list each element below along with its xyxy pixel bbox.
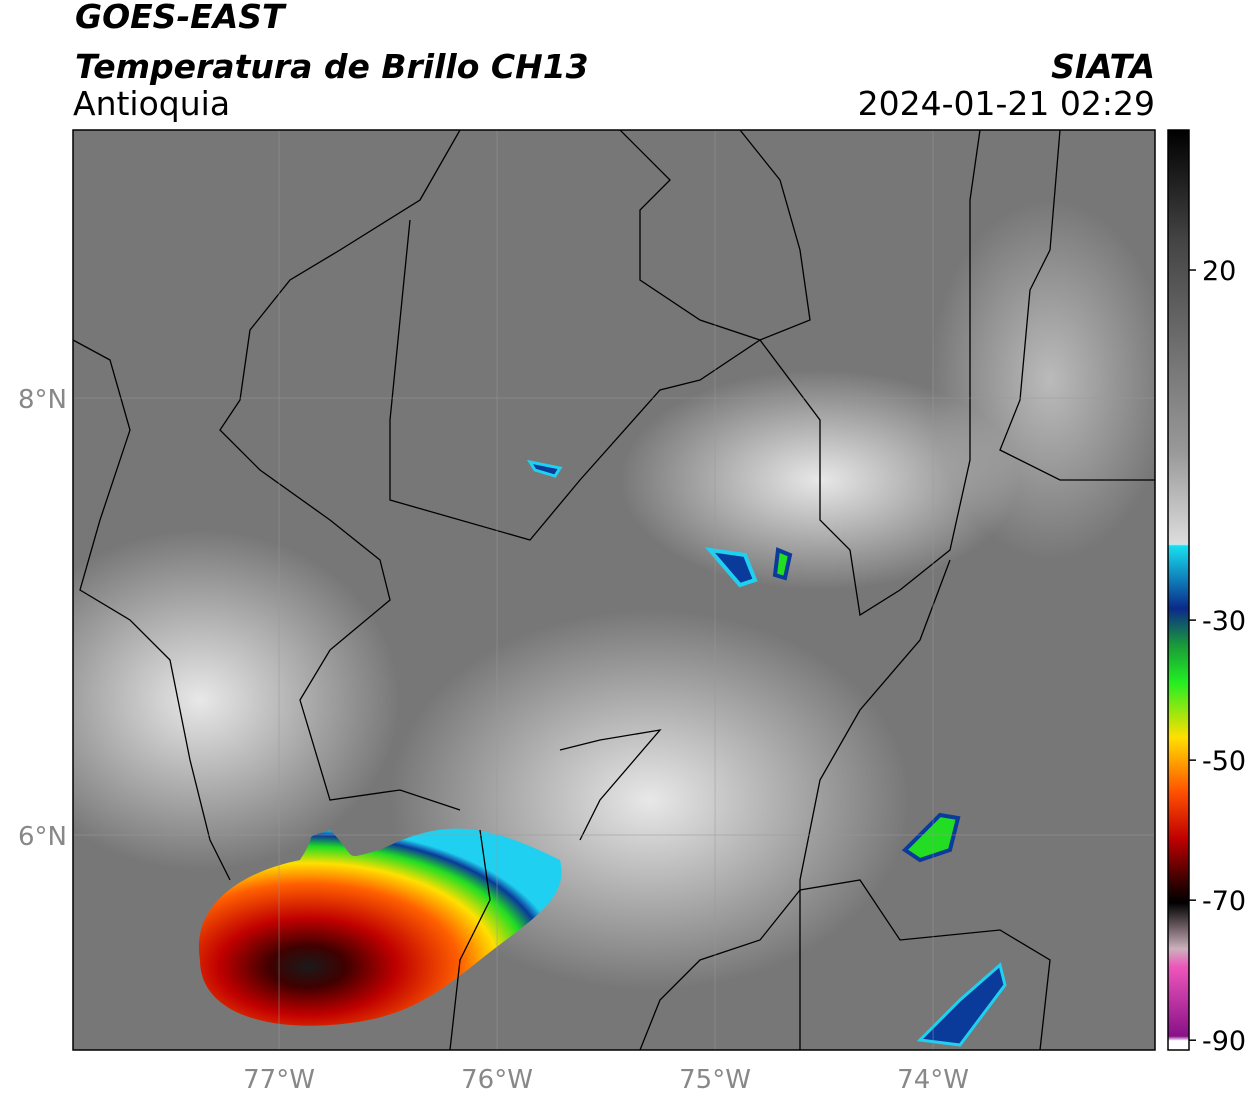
map-image	[73, 130, 1155, 1050]
region: Antioquia	[73, 84, 230, 123]
lon-label: 75°W	[679, 1065, 751, 1095]
colorbar-tick-label: -50	[1202, 746, 1246, 777]
datetime: 2024-01-21 02:29	[858, 84, 1155, 123]
title: GOES-EAST	[75, 0, 287, 36]
source: SIATA	[1051, 47, 1155, 86]
map-frame	[72, 129, 1156, 1051]
colorbar-tick-label: -30	[1202, 606, 1246, 637]
colorbar-tick-label: -90	[1202, 1026, 1246, 1057]
subtitle: Temperatura de Brillo CH13	[75, 47, 589, 86]
lon-label: 74°W	[897, 1065, 969, 1095]
colorbar	[1167, 129, 1190, 1051]
lon-label: 77°W	[243, 1065, 315, 1095]
lat-label: 6°N	[18, 822, 67, 852]
colorbar-tick-label: 20	[1202, 256, 1236, 287]
lat-label: 8°N	[18, 385, 67, 415]
lon-label: 76°W	[461, 1065, 533, 1095]
colorbar-tick-label: -70	[1202, 886, 1246, 917]
